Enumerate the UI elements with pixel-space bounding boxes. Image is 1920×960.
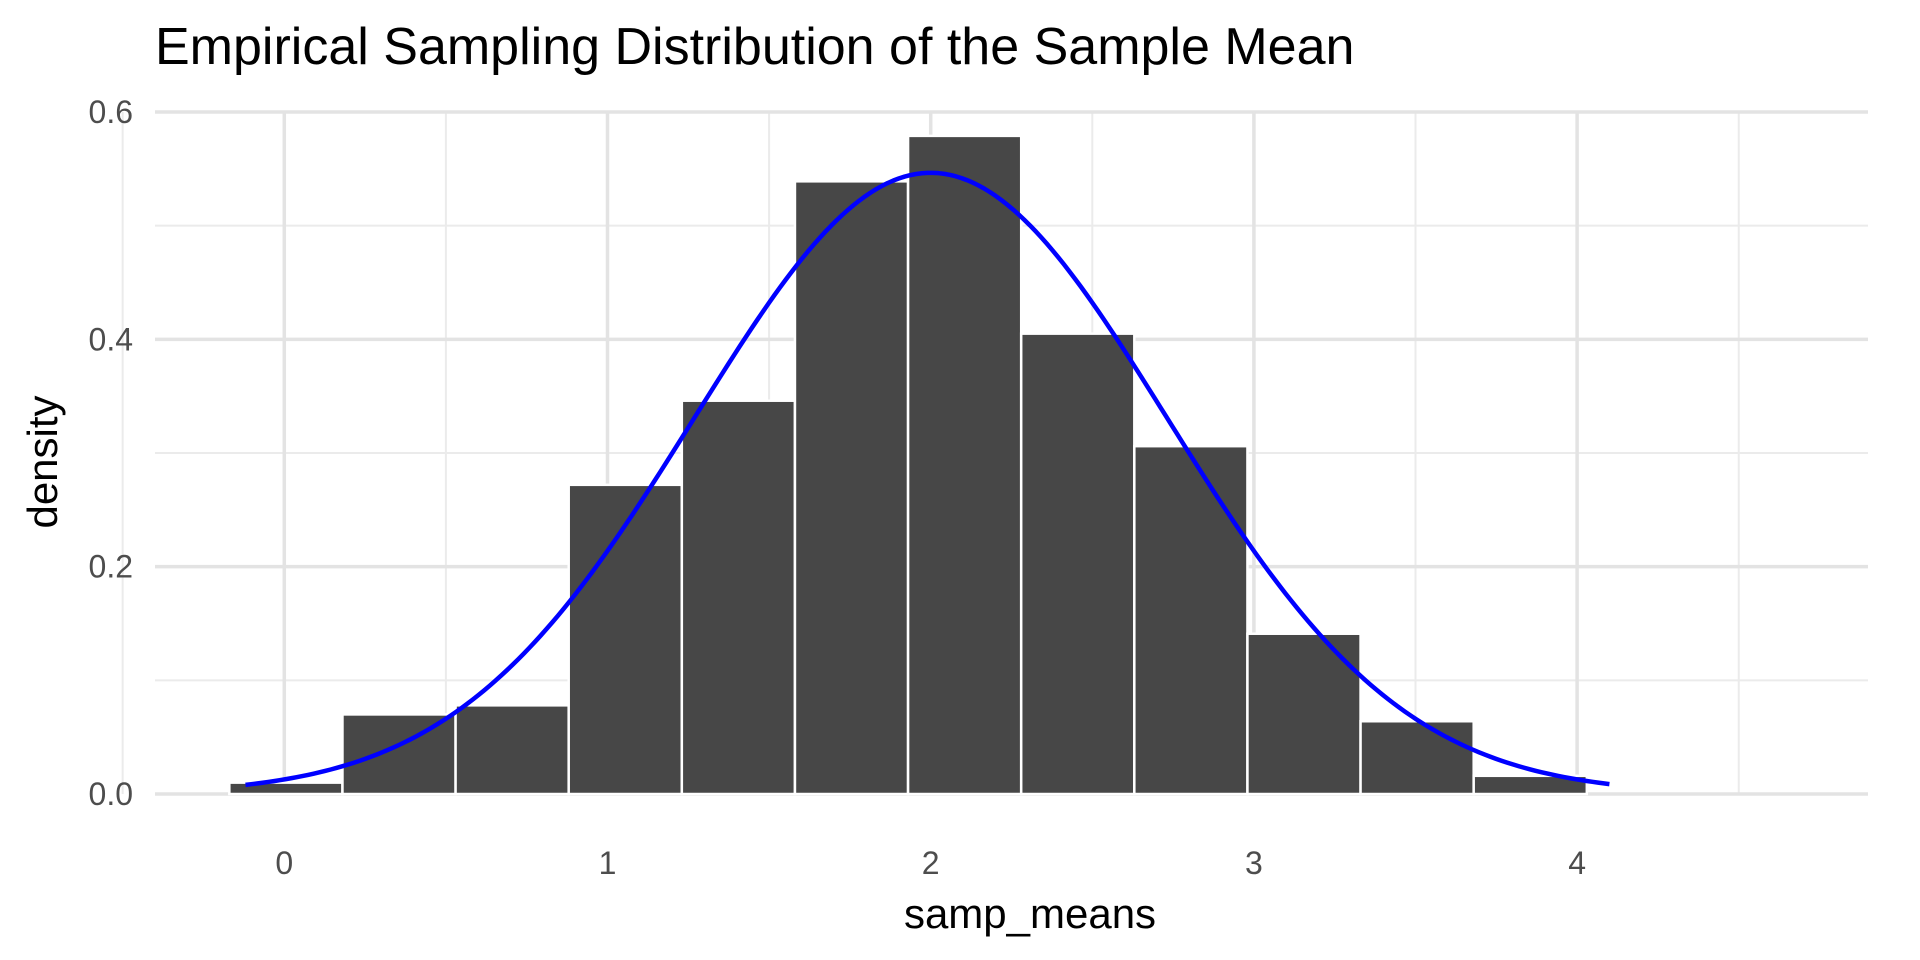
histogram-bar bbox=[567, 483, 684, 796]
x-tick-label: 2 bbox=[922, 845, 940, 881]
histogram-bar bbox=[1472, 774, 1589, 796]
y-axis-tick-labels: 0.0 0.2 0.4 0.6 bbox=[89, 94, 133, 812]
x-tick-label: 1 bbox=[599, 845, 617, 881]
histogram-bar bbox=[454, 704, 570, 796]
histogram-bar bbox=[1133, 444, 1249, 796]
y-tick-label: 0.4 bbox=[89, 321, 133, 357]
histogram-bar bbox=[906, 134, 1023, 796]
density-curve-layer bbox=[245, 170, 1610, 788]
density-curve bbox=[245, 170, 1610, 788]
y-tick-label: 0.0 bbox=[89, 776, 133, 812]
x-tick-label: 3 bbox=[1245, 845, 1263, 881]
histogram-bar bbox=[1359, 720, 1475, 796]
histogram-bar bbox=[341, 713, 457, 796]
y-axis-title: density bbox=[19, 395, 66, 528]
histogram-bar bbox=[680, 399, 797, 796]
x-tick-label: 0 bbox=[275, 845, 293, 881]
y-tick-label: 0.6 bbox=[89, 94, 133, 130]
histogram-bars bbox=[228, 134, 1589, 796]
x-axis-tick-labels: 0 1 2 3 4 bbox=[275, 845, 1586, 881]
y-tick-label: 0.2 bbox=[89, 549, 133, 585]
x-tick-label: 4 bbox=[1568, 845, 1586, 881]
histogram-bar bbox=[1019, 332, 1136, 796]
histogram-bar bbox=[793, 180, 910, 796]
chart-title: Empirical Sampling Distribution of the S… bbox=[155, 18, 1354, 76]
x-axis-title: samp_means bbox=[904, 890, 1156, 937]
